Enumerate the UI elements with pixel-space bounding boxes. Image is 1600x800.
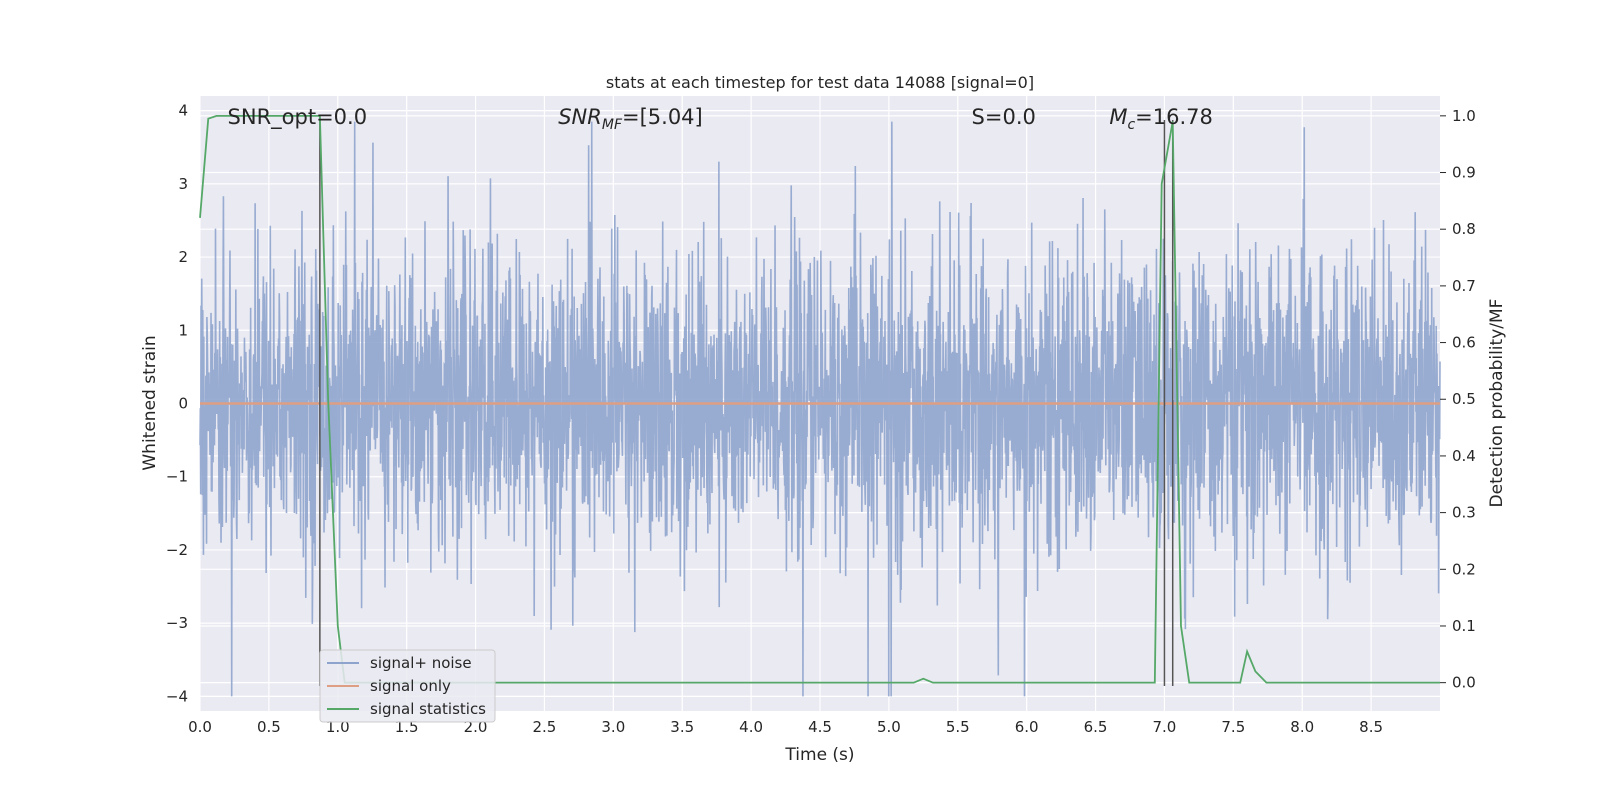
y2-tick-label: 0.3 — [1452, 504, 1476, 522]
x-tick-label: 8.5 — [1359, 718, 1383, 736]
y-tick-label: −1 — [166, 468, 188, 486]
annotation-mc: Mc=16.78 — [1109, 105, 1213, 133]
y-tick-label: −2 — [166, 541, 188, 559]
x-tick-label: 7.5 — [1221, 718, 1245, 736]
y2-tick-label: 0.7 — [1452, 277, 1476, 295]
y-tick-label: −4 — [166, 687, 188, 705]
x-tick-label: 0.5 — [257, 718, 281, 736]
x-axis-ticks: 0.0 0.5 1.0 1.5 2.0 2.5 3.0 3.5 4.0 4.5 5.0 5.5 6.0 6… — [188, 718, 1383, 736]
y-tick-label: −3 — [166, 614, 188, 632]
x-tick-label: 5.5 — [946, 718, 970, 736]
vertical-markers — [319, 120, 1174, 686]
x-tick-label: 6.5 — [1084, 718, 1108, 736]
x-tick-label: 3.5 — [670, 718, 694, 736]
y2-tick-label: 1.0 — [1452, 107, 1476, 125]
legend: signal+ noise signal only signal statist… — [319, 649, 496, 723]
x-tick-label: 2.5 — [533, 718, 557, 736]
y-tick-label: 3 — [178, 175, 188, 193]
y-axis-label: Whitened strain — [140, 335, 160, 470]
annotation-snr-opt: SNR_opt=0.0 — [228, 105, 368, 130]
legend-label-signal-only: signal only — [370, 677, 451, 695]
y-tick-label: 0 — [178, 395, 188, 413]
series-signal-noise-line — [199, 121, 1441, 697]
y-tick-label: 4 — [178, 102, 188, 120]
y2-tick-label: 0.0 — [1452, 674, 1476, 692]
x-tick-label: 5.0 — [877, 718, 901, 736]
y2-tick-label: 0.8 — [1452, 220, 1476, 238]
legend-label-signal-statistics: signal statistics — [370, 700, 486, 718]
x-tick-label: 3.0 — [601, 718, 625, 736]
y2-tick-label: 0.5 — [1452, 390, 1476, 408]
x-tick-label: 8.0 — [1290, 718, 1314, 736]
x-tick-label: 4.5 — [808, 718, 832, 736]
y2-tick-label: 0.2 — [1452, 560, 1476, 578]
x-tick-label: 0.0 — [188, 718, 212, 736]
annotation-snr-mf: SNRMF=[5.04] — [558, 105, 703, 133]
y-axis-ticks: 4 3 2 1 0 −1 −2 −3 −4 — [166, 102, 188, 706]
legend-box — [319, 649, 496, 723]
x-tick-label: 4.0 — [739, 718, 763, 736]
y2-tick-label: 0.1 — [1452, 617, 1476, 635]
y-tick-label: 1 — [178, 321, 188, 339]
legend-label-signal-noise: signal+ noise — [370, 654, 472, 672]
chart-title: stats at each timestep for test data 140… — [606, 73, 1034, 92]
y2-tick-label: 0.6 — [1452, 334, 1476, 352]
y2-tick-label: 0.9 — [1452, 164, 1476, 182]
y2-axis-label: Detection probability/MF — [1487, 299, 1507, 508]
x-tick-label: 6.0 — [1015, 718, 1039, 736]
y-tick-label: 2 — [178, 248, 188, 266]
annotation-s: S=0.0 — [972, 105, 1036, 129]
annotations: SNR_opt=0.0 SNRMF=[5.04] S=0.0 Mc=16.78 — [228, 105, 1213, 133]
y2-axis-ticks: 1.0 0.9 0.8 0.7 0.6 0.5 0.4 0.3 0.2 0.1 0.0 — [1440, 107, 1476, 692]
y2-tick-label: 0.4 — [1452, 447, 1476, 465]
series-signal-statistics-line — [199, 114, 1440, 684]
x-axis-label: Time (s) — [784, 745, 854, 765]
x-tick-label: 7.0 — [1153, 718, 1177, 736]
